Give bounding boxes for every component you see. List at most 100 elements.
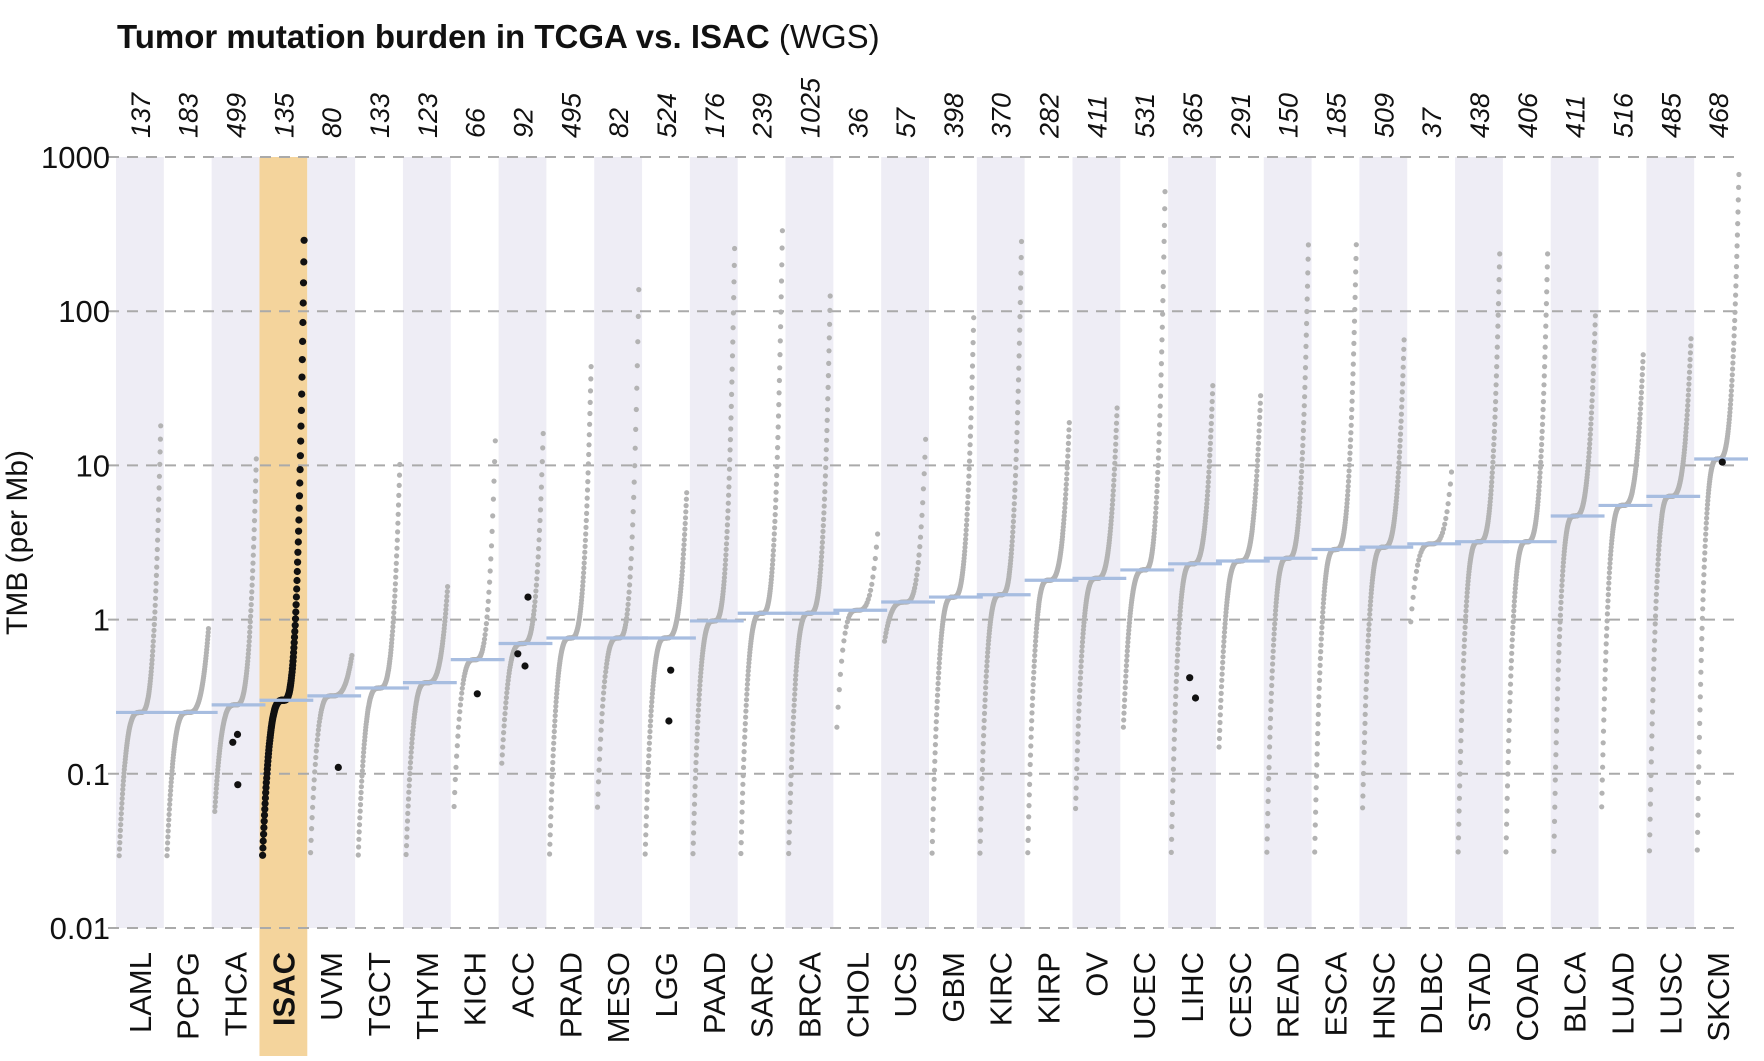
tcga-point-skcm [1704,506,1710,512]
tcga-point-chol [872,555,878,562]
tcga-point-ov [1078,664,1084,670]
tcga-point-pcpg [167,792,173,798]
tcga-point-read [1269,668,1275,674]
tcga-point-esca [1349,389,1355,395]
tcga-point-kirp [1062,496,1068,502]
isac-point [292,608,300,616]
tcga-point-chol [839,658,845,664]
tcga-point-stad [1488,491,1494,498]
tcga-point-uvm [315,731,321,738]
tcga-point-ucec [1160,311,1166,317]
tcga-point-brca [824,407,831,413]
tcga-point-read [1264,849,1270,855]
tcga-point-brca [821,516,827,523]
tcga-point-read [1269,675,1275,681]
tcga-point-stad [1495,301,1502,307]
tcga-point-tgct [394,537,400,543]
tcga-point-ucec [1154,488,1160,495]
tcga-point-thym [406,783,412,789]
tcga-point-lgg [680,564,686,570]
tcga-point-blca [1556,641,1562,648]
tcga-point-esca [1316,702,1322,709]
tcga-point-skcm [1733,273,1739,280]
tcga-point-acc [538,484,545,490]
tcga-point-stad [1487,495,1494,501]
tcga-point-skcm [1728,392,1734,399]
tcga-point-pcpg [165,834,171,840]
tcga-point-lgg [649,699,655,705]
tcga-point-blca [1553,740,1559,746]
tcga-point-read [1296,512,1302,518]
tcga-point-skcm [1703,531,1709,537]
tcga-point-ucec [1161,254,1167,260]
tcga-point-blca [1585,458,1592,464]
tcga-point-coad [1507,690,1513,696]
tcga-point-uvm [310,794,316,801]
tcga-point-pcpg [168,788,174,794]
tcga-point-ov [1075,739,1081,745]
tcga-point-luad [1602,676,1608,682]
tcga-point-chol [869,581,875,587]
tcga-point-brca [823,464,829,471]
tcga-point-ov [1079,643,1085,650]
tcga-point-skcm [1697,694,1703,700]
tcga-point-read [1265,787,1271,793]
tcga-point-read [1270,642,1277,648]
category-label: READ [1271,952,1306,1038]
tcga-point-esca [1350,371,1356,377]
tcga-point-luad [1605,598,1611,604]
tcga-point-coad [1512,594,1518,600]
tcga-point-skcm [1698,669,1704,675]
tcga-point-blca [1591,355,1597,361]
tcga-point-brca [822,473,829,479]
tcga-point-paad [695,707,702,713]
tcga-point-meso [634,363,640,369]
tcga-point-lusc [1650,698,1656,704]
tcga-point-skcm [1703,525,1709,532]
tcga-point-luad [1607,560,1613,566]
tcga-point-chol [837,671,844,677]
tcga-point-acc [505,681,511,687]
tcga-point-hnsc [1396,465,1402,471]
tcga-point-skcm [1733,264,1740,270]
tcga-point-sarc [742,727,748,733]
tcga-point-kirc [1015,399,1021,405]
tcga-point-gbm [933,726,939,732]
tcga-point-cesc [1218,684,1225,690]
tcga-point-esca [1345,478,1352,484]
tcga-point-esca [1316,694,1322,700]
tcga-point-laml [152,595,159,601]
tcga-point-ucs [881,638,888,644]
tcga-point-kirp [1025,850,1031,856]
tcga-point-pcpg [166,806,172,812]
tcga-point-kirc [984,663,990,669]
tcga-point-meso [632,463,638,469]
tcga-point-kirc [981,733,987,739]
tcga-point-esca [1320,600,1326,606]
tcga-point-ucec [1157,393,1164,399]
tcga-point-sarc [744,681,751,687]
tcga-point-lihc [1209,398,1215,405]
tcga-point-read [1305,242,1311,248]
tcga-point-laml [119,805,125,812]
tcga-point-esca [1319,619,1325,625]
tcga-point-skcm [1696,764,1702,770]
isac-point [291,621,299,629]
tcga-point-laml [154,564,160,570]
tcga-point-dlbc [1412,576,1418,582]
tcga-point-sarc [773,497,779,503]
tcga-point-tgct [395,520,401,526]
tcga-point-hnsc [1399,397,1405,403]
tcga-point-stad [1489,470,1495,476]
tcga-point-ucs [882,634,888,640]
tcga-point-read [1299,456,1305,462]
tcga-point-luad [1599,804,1605,810]
tcga-point-hnsc [1362,720,1368,727]
y-tick-label: 0.01 [50,911,110,946]
tcga-point-thym [403,851,409,858]
tcga-point-prad [581,555,588,561]
tcga-point-uvm [314,737,320,743]
tcga-point-kirc [977,850,983,856]
tcga-point-kich [487,568,493,574]
tcga-point-read [1267,734,1273,740]
